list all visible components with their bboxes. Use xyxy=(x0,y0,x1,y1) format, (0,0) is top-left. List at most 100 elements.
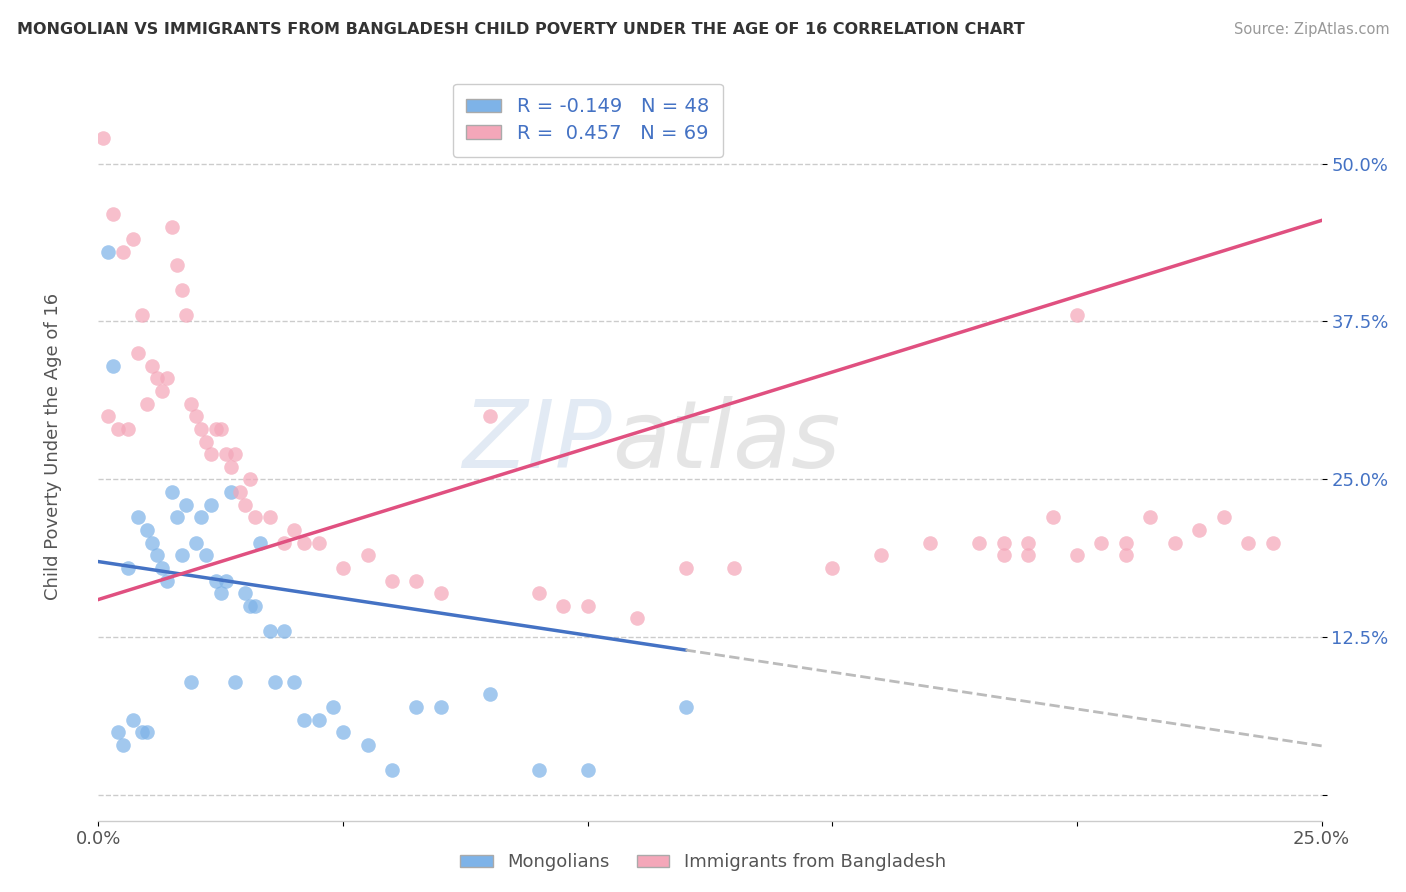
Text: MONGOLIAN VS IMMIGRANTS FROM BANGLADESH CHILD POVERTY UNDER THE AGE OF 16 CORREL: MONGOLIAN VS IMMIGRANTS FROM BANGLADESH … xyxy=(17,22,1025,37)
Point xyxy=(308,713,330,727)
Point xyxy=(1261,535,1284,549)
Point xyxy=(214,574,236,588)
Point xyxy=(176,308,198,322)
Text: ZIP: ZIP xyxy=(463,396,612,487)
Point xyxy=(332,725,354,739)
Point xyxy=(186,409,208,424)
Point xyxy=(190,510,212,524)
Point xyxy=(821,561,844,575)
Point xyxy=(1090,535,1112,549)
Point xyxy=(356,548,378,563)
Point xyxy=(1237,535,1260,549)
Point xyxy=(478,687,501,701)
Point xyxy=(322,699,344,714)
Legend: Mongolians, Immigrants from Bangladesh: Mongolians, Immigrants from Bangladesh xyxy=(453,847,953,879)
Point xyxy=(1164,535,1187,549)
Point xyxy=(283,523,305,537)
Point xyxy=(292,713,315,727)
Point xyxy=(117,422,139,436)
Point xyxy=(150,384,173,398)
Point xyxy=(870,548,893,563)
Point xyxy=(190,422,212,436)
Point xyxy=(381,574,404,588)
Point xyxy=(308,535,330,549)
Point xyxy=(332,561,354,575)
Point xyxy=(91,131,114,145)
Point xyxy=(259,510,281,524)
Point xyxy=(430,586,453,600)
Point xyxy=(200,498,222,512)
Point xyxy=(1066,548,1088,563)
Point xyxy=(117,561,139,575)
Point xyxy=(967,535,990,549)
Point xyxy=(723,561,745,575)
Point xyxy=(101,359,124,373)
Point xyxy=(259,624,281,639)
Point xyxy=(160,219,183,234)
Point xyxy=(1017,548,1039,563)
Point xyxy=(224,674,246,689)
Point xyxy=(292,535,315,549)
Point xyxy=(224,447,246,461)
Point xyxy=(156,574,179,588)
Point xyxy=(239,599,262,613)
Point xyxy=(527,763,550,777)
Legend: R = -0.149   N = 48, R =  0.457   N = 69: R = -0.149 N = 48, R = 0.457 N = 69 xyxy=(453,84,723,156)
Point xyxy=(136,523,159,537)
Point xyxy=(200,447,222,461)
Point xyxy=(233,586,256,600)
Point xyxy=(1042,510,1064,524)
Point xyxy=(141,535,163,549)
Point xyxy=(107,422,129,436)
Text: Child Poverty Under the Age of 16: Child Poverty Under the Age of 16 xyxy=(45,293,62,599)
Point xyxy=(1115,535,1137,549)
Point xyxy=(101,207,124,221)
Point xyxy=(249,535,271,549)
Point xyxy=(180,674,202,689)
Point xyxy=(381,763,404,777)
Point xyxy=(150,561,173,575)
Point xyxy=(195,434,218,449)
Point xyxy=(146,371,169,385)
Point xyxy=(675,699,697,714)
Point xyxy=(1139,510,1161,524)
Point xyxy=(219,485,242,500)
Point xyxy=(576,599,599,613)
Point xyxy=(1066,308,1088,322)
Point xyxy=(263,674,285,689)
Point xyxy=(1115,548,1137,563)
Point xyxy=(127,510,149,524)
Point xyxy=(920,535,942,549)
Point xyxy=(97,409,120,424)
Point xyxy=(993,535,1015,549)
Point xyxy=(430,699,453,714)
Point xyxy=(195,548,218,563)
Point xyxy=(186,535,208,549)
Point xyxy=(146,548,169,563)
Point xyxy=(219,459,242,474)
Point xyxy=(156,371,179,385)
Point xyxy=(1188,523,1211,537)
Point xyxy=(166,258,188,272)
Point xyxy=(180,396,202,410)
Text: Source: ZipAtlas.com: Source: ZipAtlas.com xyxy=(1233,22,1389,37)
Point xyxy=(478,409,501,424)
Point xyxy=(131,725,153,739)
Point xyxy=(553,599,575,613)
Point xyxy=(527,586,550,600)
Point xyxy=(209,422,232,436)
Point xyxy=(127,346,149,360)
Point xyxy=(405,574,427,588)
Point xyxy=(239,473,262,487)
Point xyxy=(243,599,266,613)
Point xyxy=(1212,510,1234,524)
Point xyxy=(121,232,143,246)
Point xyxy=(356,738,378,752)
Point xyxy=(229,485,252,500)
Point xyxy=(205,574,228,588)
Point xyxy=(243,510,266,524)
Point xyxy=(283,674,305,689)
Text: atlas: atlas xyxy=(612,396,841,487)
Point xyxy=(576,763,599,777)
Point xyxy=(141,359,163,373)
